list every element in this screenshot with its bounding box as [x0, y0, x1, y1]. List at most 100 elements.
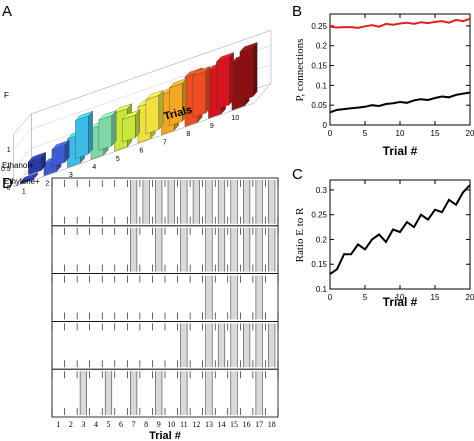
panel-a-bar	[19, 172, 39, 185]
panel-d-shaded-cell	[142, 180, 150, 224]
panel-d-shaded-cell	[243, 323, 250, 368]
bar-front-face	[98, 115, 112, 151]
panel-c-y-tick-label: 0.2	[316, 235, 328, 244]
panel-d-raster-grid: 1 2 3 4 5 6 7 8 9 10 11 12 13 14 15 16 17 18 Trial #	[51, 177, 279, 441]
panel-letter-d: D	[2, 175, 13, 192]
panel-d-shaded-cell	[130, 180, 137, 224]
panel-a-z-gridline-side	[13, 128, 32, 150]
panel-d-column-label: 13	[205, 420, 213, 429]
bar-top-face	[215, 52, 235, 63]
panel-c-x-tick-label: 20	[466, 293, 474, 302]
panel-a-bar	[145, 89, 164, 135]
panel-d-shaded-cell	[268, 180, 275, 224]
panel-d-shaded-cell	[230, 371, 238, 415]
panel-d-shaded-cell	[180, 371, 188, 415]
panel-d-shaded-cell	[155, 180, 162, 224]
panel-c-y-tick-label: 0.1	[316, 285, 328, 294]
panel-a-bar	[239, 41, 258, 102]
panel-b-y-tick-label: 0.2	[316, 42, 328, 51]
panel-d-column-label: 3	[81, 420, 85, 429]
panel-d-column-label: 6	[119, 420, 123, 429]
panel-a-zlabel: F	[4, 91, 9, 100]
panel-d-shaded-cell	[193, 180, 200, 224]
panel-d-shaded-cell	[205, 180, 213, 224]
panel-a-bar	[121, 109, 141, 143]
panel-d-shaded-cell	[205, 275, 213, 320]
panel-b-y-tick-label: 0	[323, 121, 328, 130]
panel-b-y-tick-label: 0.1	[316, 81, 328, 90]
panel-c-series-line-0	[329, 184, 471, 275]
panel-c-x-tick-label: 5	[363, 293, 368, 302]
panel-c-plot-frame	[329, 179, 471, 290]
panel-d-row-frame	[51, 368, 279, 418]
bar-front-face	[75, 115, 89, 159]
panel-c-y-tick-label: 0.25	[311, 211, 327, 220]
panel-c-line-chart: 0 5 10 15 20 0.1 0.15 0.2 0.25 0.3 Trial # Ratio …	[294, 179, 474, 309]
panel-a-x-tick-label: 2	[45, 180, 49, 187]
panel-d-column-label: 2	[69, 420, 73, 429]
panel-d-column-label: 18	[268, 420, 276, 429]
panel-d-shaded-cell	[255, 227, 263, 272]
panel-d-column-label: 16	[243, 420, 251, 429]
bar-top-face	[74, 110, 94, 121]
panel-d-shaded-cell	[218, 227, 225, 272]
panel-d-shaded-cell	[218, 180, 225, 224]
panel-b-line-chart: 0 5 10 15 20 0 0.05 0.1 0.15 0.2 0.25 Trial # P, c…	[294, 13, 474, 158]
panel-d-shaded-cell	[180, 180, 188, 224]
panel-d-shaded-cell	[230, 275, 238, 320]
bar-top-face	[145, 89, 164, 101]
panel-d-shaded-cell	[243, 180, 250, 224]
panel-a-x-tick-label: 5	[116, 156, 120, 163]
panel-d-column-label: 12	[192, 420, 200, 429]
bar-side-face	[111, 110, 117, 147]
panel-a-x-tick-label: 10	[231, 115, 239, 122]
panel-d-column-label: 11	[180, 420, 188, 429]
panel-b-y-tick-label: 0.05	[311, 101, 327, 110]
panel-d-shaded-cell	[130, 227, 137, 272]
panel-d-shaded-cell	[105, 371, 112, 415]
panel-c-x-tick-label: 10	[396, 293, 405, 302]
bar-top-face	[121, 109, 141, 120]
panel-d-column-label: 14	[218, 420, 226, 429]
bar-side-face	[88, 110, 93, 155]
panel-d-shaded-cell	[255, 275, 263, 320]
panel-d-shaded-cell	[205, 227, 213, 272]
panel-d-shaded-cell	[230, 323, 238, 368]
panel-a-x-tick-label: 7	[163, 139, 167, 146]
panel-d-column-label: 10	[167, 420, 175, 429]
panel-a-bar	[98, 110, 117, 151]
panel-d-shaded-cell	[255, 180, 263, 224]
panel-d-shaded-cell	[255, 371, 263, 415]
bar-front-face	[239, 47, 253, 102]
panel-a-bar	[192, 65, 211, 118]
panel-d-shaded-cell	[168, 180, 175, 224]
bar-top-face	[184, 67, 203, 78]
panel-b-y-tick-label: 0.15	[311, 62, 327, 71]
panel-a-row-label-ethylene: Ethylene+	[4, 177, 40, 186]
panel-d-shaded-cell	[205, 371, 213, 415]
panel-a-bar	[215, 52, 235, 110]
panel-b-series-line-1	[329, 91, 471, 114]
panel-a-x-tick-label: 8	[186, 131, 190, 138]
bar-side-face	[229, 52, 234, 106]
panel-a-bar	[168, 77, 188, 127]
panel-a-bar	[27, 151, 47, 176]
panel-letter-b: B	[292, 3, 302, 20]
panel-c-ylabel: Ratio E to R	[294, 207, 306, 262]
panel-d-column-label: 8	[144, 420, 148, 429]
panel-b-x-tick-label: 0	[328, 129, 333, 138]
panel-d-shaded-cell	[255, 323, 263, 368]
panel-a-z-tick-label: 1	[7, 147, 11, 154]
panel-d-column-label: 5	[107, 420, 111, 429]
panel-d-xlabel: Trial #	[149, 430, 181, 441]
panel-d-shaded-cell	[268, 323, 275, 368]
panel-c-y-tick-label: 0.15	[311, 260, 327, 269]
panel-a-x-tick-label: 9	[210, 123, 214, 130]
panel-d-column-label: 4	[94, 420, 98, 429]
panel-a-z-gridline-side	[13, 147, 32, 169]
panel-c-x-tick-label: 0	[328, 293, 333, 302]
panel-d-shaded-cell	[180, 323, 188, 368]
panel-b-x-tick-label: 20	[466, 129, 474, 138]
